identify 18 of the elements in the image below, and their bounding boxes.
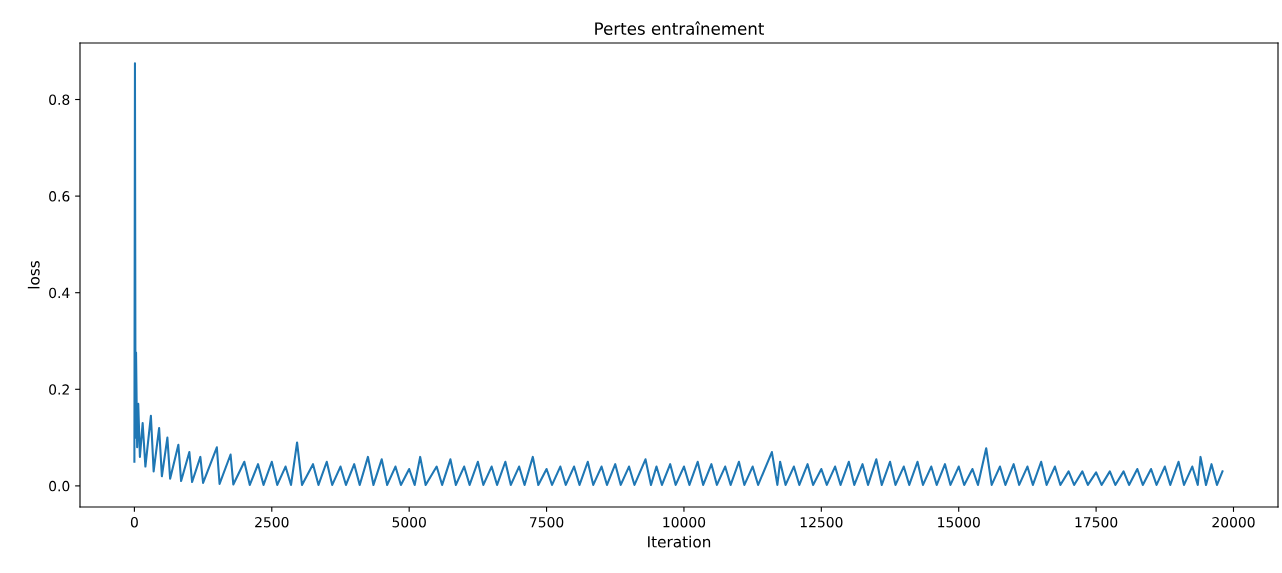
y-axis-title: loss	[27, 260, 40, 289]
y-tick-label: 0.8	[49, 94, 70, 105]
chart-title: Pertes entraînement	[595, 21, 764, 35]
x-axis-title: Iteration	[648, 535, 711, 548]
x-tick-label: 12500	[800, 516, 843, 528]
x-tick-label: 7500	[530, 516, 564, 528]
y-tick-label: 0.4	[49, 287, 70, 299]
x-tick-label: 20000	[1212, 516, 1255, 528]
y-tick-label: 0.6	[49, 191, 70, 202]
x-tick-label: 0	[130, 516, 138, 528]
x-tick-label: 17500	[1075, 516, 1118, 528]
x-tick-label: 2500	[255, 516, 289, 528]
x-tick-label: 5000	[392, 516, 426, 528]
x-tick-label: 15000	[938, 516, 980, 528]
y-tick-label: 0.2	[49, 384, 69, 395]
x-tick-label: 10000	[663, 516, 706, 528]
y-tick-label: 0.0	[49, 480, 70, 492]
line-series	[133, 62, 1224, 486]
